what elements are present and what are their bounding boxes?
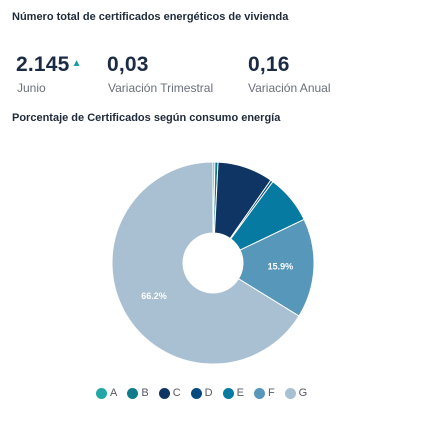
legend-item-e[interactable]: E — [222, 387, 244, 399]
kpi-june-number: 2.145 — [16, 53, 70, 76]
legend-swatch-e — [222, 387, 234, 399]
kpi-annual-label: Variación Anual — [248, 81, 331, 95]
data-label-g: 66.2% — [141, 291, 167, 301]
kpi-quarterly-label: Variación Trimestral — [108, 81, 214, 95]
legend-label-e: E — [236, 387, 244, 399]
legend-swatch-a — [96, 387, 107, 399]
legend-swatch-c — [158, 387, 170, 399]
legend-swatch-g — [284, 387, 296, 399]
kpi-quarterly-value: 0,03 — [107, 53, 149, 76]
legend-label-c: C — [172, 387, 181, 399]
chart-legend: A B C D E F G — [96, 387, 307, 399]
donut-slice-f[interactable] — [237, 218, 315, 317]
kpi-annual-value: 0,16 — [248, 53, 290, 76]
legend-item-b[interactable]: B — [127, 387, 149, 399]
kpi-june-value: 2.145 ▲ — [16, 53, 82, 77]
legend-label-d: D — [204, 387, 213, 399]
legend-item-g[interactable]: G — [284, 387, 308, 399]
kpi-june-label: Junio — [17, 81, 46, 95]
legend-label-f: F — [267, 387, 275, 399]
legend-label-g: G — [298, 387, 308, 399]
legend-item-f[interactable]: F — [253, 387, 275, 399]
legend-label-a: A — [110, 387, 118, 399]
legend-swatch-d — [190, 387, 202, 399]
data-label-f: 15.9% — [268, 262, 294, 272]
legend-swatch-b — [127, 387, 139, 399]
certificates-total-title: Número total de certificados energéticos… — [12, 11, 289, 23]
legend-label-b: B — [141, 387, 149, 399]
legend-item-d[interactable]: D — [190, 387, 213, 399]
chart-title: Porcentaje de Certificados según consumo… — [12, 112, 281, 124]
donut-slice-g[interactable] — [111, 161, 300, 365]
legend-item-c[interactable]: C — [158, 387, 181, 399]
trend-up-icon: ▲ — [71, 58, 82, 69]
legend-swatch-f — [253, 387, 265, 399]
legend-item-a[interactable]: A — [96, 387, 117, 399]
